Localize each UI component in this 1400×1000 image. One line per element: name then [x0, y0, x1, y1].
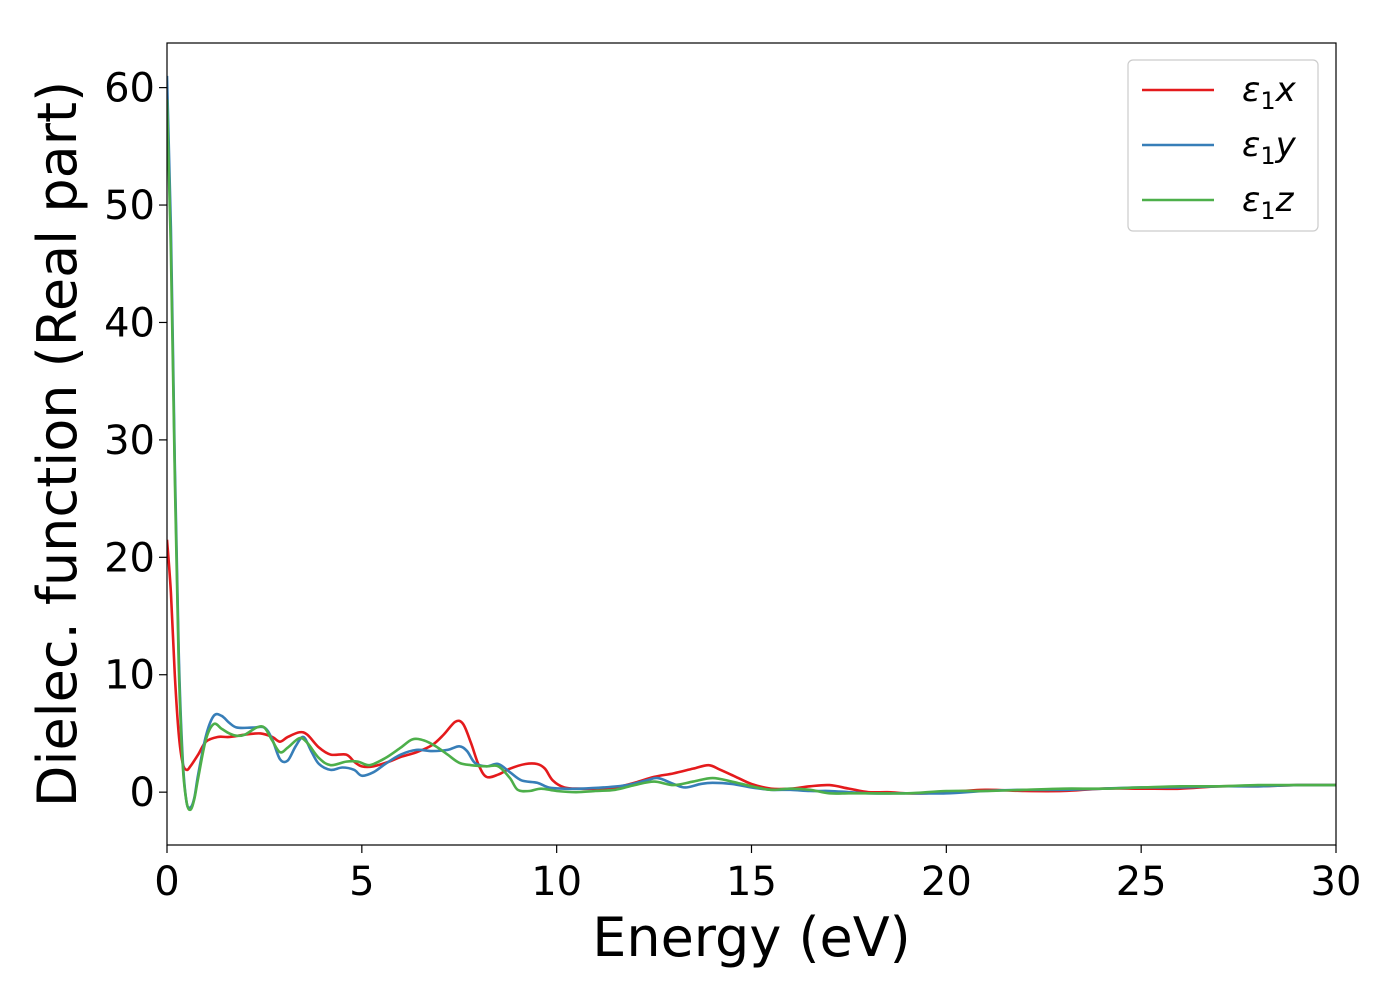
x-axis: 0 5 10 15 20 25 30	[154, 845, 1361, 905]
legend-box	[1127, 59, 1319, 232]
x-tick-label: 25	[1116, 859, 1167, 905]
y-tick-label: 60	[104, 66, 155, 112]
x-tick-label: 5	[349, 859, 374, 905]
x-tick-label: 0	[154, 859, 179, 905]
y-tick-label: 30	[104, 418, 155, 464]
y-tick-label: 40	[104, 300, 155, 346]
y-axis-title: Dielec. function (Real part)	[26, 81, 89, 807]
x-tick-label: 30	[1311, 859, 1362, 905]
x-tick-label: 20	[921, 859, 972, 905]
y-tick-label: 50	[104, 183, 155, 229]
y-axis: 0 10 20 30 40 50 60	[104, 66, 167, 816]
legend-label-y: ε1y	[1242, 125, 1297, 170]
y-tick-label: 10	[104, 653, 155, 699]
plot-area	[167, 75, 1336, 812]
y-tick-label: 0	[130, 770, 155, 816]
x-tick-label: 15	[726, 859, 777, 905]
y-tick-label: 20	[104, 535, 155, 581]
x-axis-title: Energy (eV)	[592, 906, 911, 969]
legend-label-x: ε1x	[1242, 70, 1297, 115]
series-line-z	[167, 99, 1336, 812]
legend-label-z: ε1z	[1242, 180, 1295, 225]
legend: ε1x ε1y ε1z	[1127, 59, 1319, 232]
x-tick-label: 10	[531, 859, 582, 905]
